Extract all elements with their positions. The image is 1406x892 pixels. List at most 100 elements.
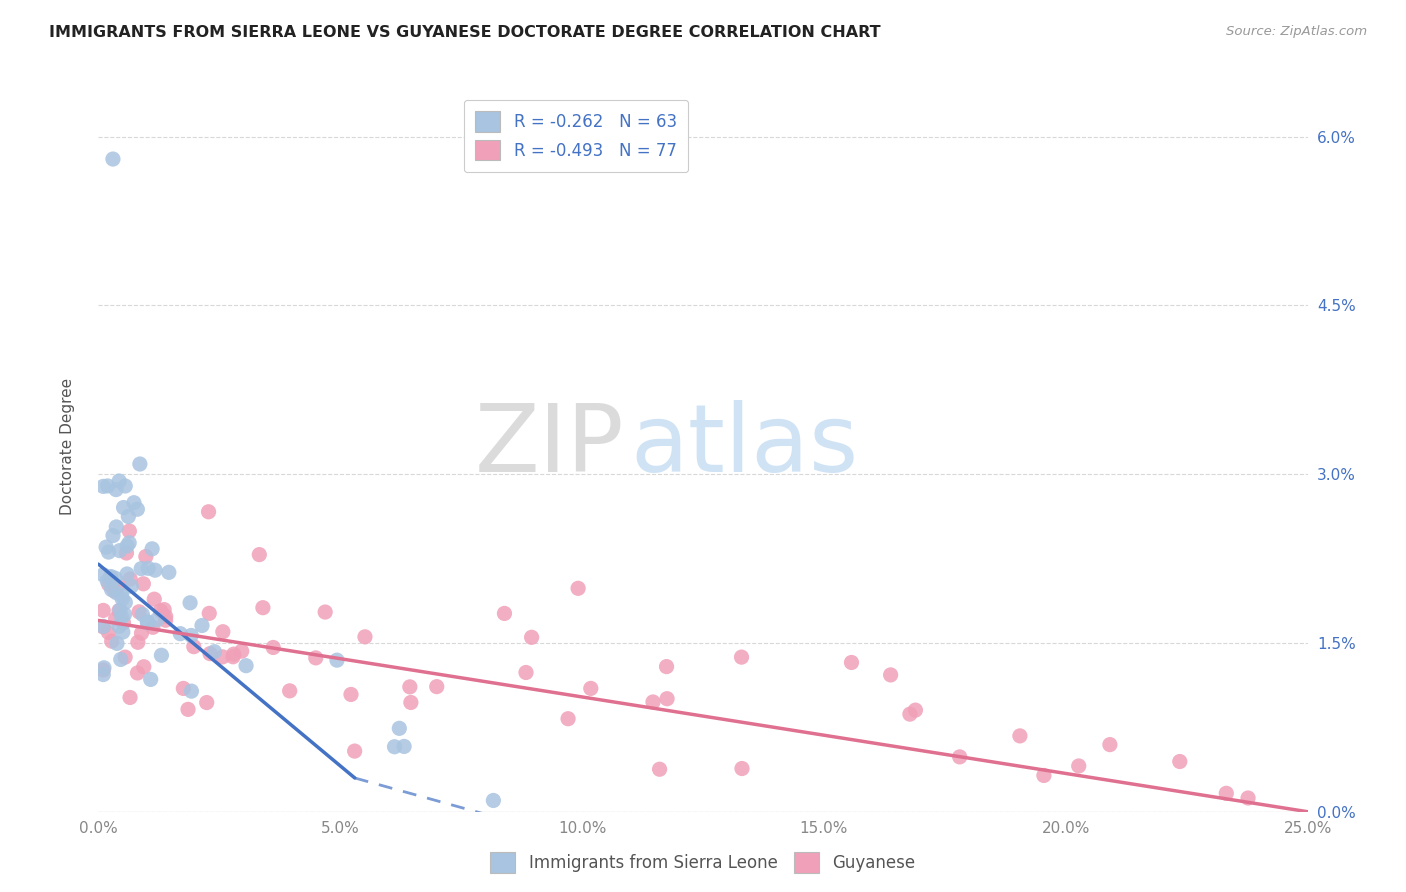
- Point: [91, 567, 114, 582]
- Point: [111, 591, 134, 606]
- Point: [97, 625, 120, 640]
- Point: [100, 569, 122, 583]
- Point: [100, 571, 122, 585]
- Point: [143, 592, 166, 607]
- Point: [252, 600, 274, 615]
- Point: [222, 649, 245, 664]
- Point: [384, 739, 406, 754]
- Point: [136, 615, 159, 629]
- Text: atlas: atlas: [630, 400, 859, 492]
- Point: [183, 640, 205, 654]
- Point: [211, 649, 233, 664]
- Point: [115, 566, 138, 581]
- Point: [131, 626, 153, 640]
- Point: [91, 603, 114, 617]
- Point: [104, 612, 127, 626]
- Point: [131, 607, 153, 622]
- Point: [172, 681, 194, 696]
- Point: [136, 615, 159, 630]
- Point: [141, 541, 163, 556]
- Point: [222, 647, 245, 661]
- Point: [731, 762, 754, 776]
- Text: Source: ZipAtlas.com: Source: ZipAtlas.com: [1226, 25, 1367, 38]
- Point: [114, 595, 136, 609]
- Point: [198, 647, 221, 661]
- Point: [211, 624, 233, 639]
- Point: [104, 571, 127, 585]
- Legend: Immigrants from Sierra Leone, Guyanese: Immigrants from Sierra Leone, Guyanese: [484, 846, 922, 880]
- Point: [655, 691, 678, 706]
- Point: [91, 620, 114, 634]
- Point: [105, 636, 128, 650]
- Point: [314, 605, 336, 619]
- Point: [191, 618, 214, 632]
- Point: [127, 635, 149, 649]
- Point: [132, 576, 155, 591]
- Point: [122, 496, 145, 510]
- Point: [388, 722, 411, 736]
- Point: [100, 582, 122, 597]
- Point: [91, 667, 114, 681]
- Point: [146, 613, 169, 627]
- Point: [115, 539, 138, 553]
- Point: [118, 536, 141, 550]
- Point: [262, 640, 284, 655]
- Point: [108, 604, 131, 618]
- Point: [1008, 729, 1031, 743]
- Point: [93, 661, 115, 675]
- Point: [110, 652, 132, 666]
- Point: [94, 540, 117, 554]
- Legend: R = -0.262   N = 63, R = -0.493   N = 77: R = -0.262 N = 63, R = -0.493 N = 77: [464, 100, 689, 172]
- Point: [153, 602, 176, 616]
- Point: [482, 793, 505, 807]
- Point: [100, 634, 122, 648]
- Point: [169, 626, 191, 640]
- Point: [398, 680, 420, 694]
- Point: [97, 577, 120, 591]
- Point: [132, 659, 155, 673]
- Point: [103, 583, 125, 598]
- Point: [1032, 768, 1054, 782]
- Point: [567, 582, 589, 596]
- Point: [115, 546, 138, 560]
- Point: [91, 663, 114, 677]
- Point: [143, 563, 166, 577]
- Point: [142, 620, 165, 634]
- Point: [197, 505, 219, 519]
- Point: [96, 574, 118, 588]
- Point: [1237, 791, 1260, 805]
- Point: [247, 548, 270, 562]
- Point: [120, 572, 142, 586]
- Point: [180, 684, 202, 698]
- Point: [114, 650, 136, 665]
- Point: [278, 683, 301, 698]
- Point: [231, 644, 253, 658]
- Point: [155, 613, 177, 627]
- Point: [841, 656, 863, 670]
- Point: [108, 474, 131, 488]
- Point: [105, 520, 128, 534]
- Y-axis label: Doctorate Degree: Doctorate Degree: [60, 377, 75, 515]
- Point: [155, 609, 177, 624]
- Point: [108, 543, 131, 558]
- Point: [128, 457, 150, 471]
- Point: [1215, 786, 1237, 800]
- Point: [111, 610, 134, 624]
- Point: [111, 625, 134, 640]
- Point: [105, 586, 128, 600]
- Point: [340, 688, 363, 702]
- Point: [101, 528, 124, 542]
- Point: [111, 588, 134, 602]
- Point: [494, 607, 516, 621]
- Point: [198, 607, 221, 621]
- Point: [343, 744, 366, 758]
- Point: [641, 695, 664, 709]
- Point: [730, 650, 752, 665]
- Point: [136, 561, 159, 575]
- Point: [107, 579, 129, 593]
- Point: [101, 152, 124, 166]
- Point: [129, 561, 152, 575]
- Point: [128, 605, 150, 619]
- Point: [150, 648, 173, 663]
- Point: [97, 479, 120, 493]
